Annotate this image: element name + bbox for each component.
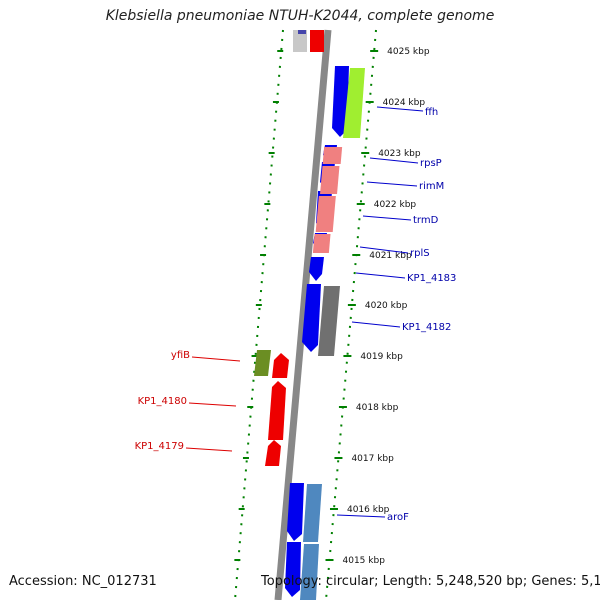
kbp-tick-label: 4022 kbp — [374, 200, 417, 210]
feature-rplS-pink — [312, 234, 331, 253]
kbp-tick-label: 4018 kbp — [356, 403, 399, 413]
kbp-tick-label: 4019 kbp — [360, 352, 403, 362]
gene-yfiB-cds — [272, 353, 289, 378]
kbp-tick-label: 4025 kbp — [387, 47, 430, 57]
kbp-tick-label: 4024 kbp — [383, 98, 426, 108]
kbp-tick-label: 4016 kbp — [347, 505, 390, 515]
gene-kp1-4183-cds — [309, 257, 324, 281]
gene-kp1-4180-cds — [268, 381, 286, 440]
leader-kp1-4182 — [351, 321, 401, 328]
gene-bottom-cds — [285, 542, 301, 597]
feature-kp1-4182-grey — [318, 286, 340, 356]
gene-label-rimM: rimM — [419, 181, 444, 192]
leader-rimM — [366, 181, 418, 187]
topology-line: Topology: circular; Length: 5,248,520 bp… — [261, 574, 600, 589]
accession-value: NC_012731 — [81, 574, 157, 589]
leader-trmD — [362, 215, 412, 221]
gene-partial-red — [310, 30, 324, 52]
gene-label-ffh: ffh — [425, 107, 438, 118]
genes-label: Genes: — [531, 574, 577, 589]
kbp-tick-label: 4020 kbp — [365, 301, 408, 311]
gene-label-kp1-4183: KP1_4183 — [407, 273, 456, 284]
topology-label: Topology: — [261, 574, 322, 589]
gene-partial-grey — [293, 30, 307, 52]
gene-ffh-cds — [332, 66, 349, 137]
length-value: 5,248,520 bp; — [436, 574, 528, 589]
map-title: Klebsiella pneumoniae NTUH-K2044, comple… — [105, 8, 495, 24]
gene-kp1-4179-cds — [265, 440, 281, 466]
kbp-tick-label: 4015 kbp — [343, 556, 386, 566]
feature-arof-steelblue — [303, 484, 322, 542]
gene-label-yfiB: yfiB — [171, 350, 190, 361]
gene-label-trmD: trmD — [413, 215, 439, 226]
kbp-tick-label: 4017 kbp — [351, 454, 394, 464]
feature-trmD-pink — [315, 196, 336, 232]
inner-tick-marks — [234, 50, 284, 561]
leader-rplS — [359, 246, 409, 254]
leader-kp1-4180 — [188, 402, 237, 407]
gene-label-kp1-4182: KP1_4182 — [402, 322, 451, 333]
leader-yfiB — [191, 356, 241, 362]
feature-bottom-steelblue — [300, 544, 319, 600]
gene-label-aroF: aroF — [387, 512, 409, 523]
length-label: Length: — [382, 574, 432, 589]
genes-value: 5,110 — [580, 574, 600, 589]
leader-kp1-4183 — [355, 272, 406, 279]
kbp-tick-label: 4023 kbp — [378, 149, 421, 159]
feature-ffh-green — [343, 68, 365, 138]
kbp-ticks: 4025 kbp 4024 kbp 4023 kbp 4022 kbp 4021 kbp… — [325, 47, 430, 566]
topology-value: circular; — [325, 574, 379, 589]
gene-yfiB-feature — [254, 350, 271, 376]
genome-backbone — [274, 29, 332, 600]
accession-line: Accession: NC_012731 — [9, 574, 157, 589]
feature-rpsP-pink — [322, 147, 343, 164]
leader-kp1-4179 — [185, 447, 233, 452]
gene-label-kp1-4180: KP1_4180 — [138, 396, 187, 407]
gene-label-rpsP: rpsP — [420, 158, 442, 169]
leader-aroF — [336, 514, 386, 518]
leader-ffh — [376, 106, 424, 112]
accession-label: Accession: — [9, 574, 78, 589]
gene-label-kp1-4179: KP1_4179 — [135, 441, 184, 452]
gene-label-leaders — [185, 106, 424, 518]
gene-kp1-4182-cds — [302, 284, 321, 352]
inner-tick-track — [234, 29, 284, 600]
gene-arof-cds — [287, 483, 304, 541]
leader-rpsP — [369, 157, 419, 164]
feature-rimM-pink — [320, 166, 340, 194]
kbp-tick-label: 4021 kbp — [369, 251, 412, 261]
gene-partial-navy — [298, 30, 306, 34]
gene-label-rplS: rplS — [410, 248, 430, 259]
